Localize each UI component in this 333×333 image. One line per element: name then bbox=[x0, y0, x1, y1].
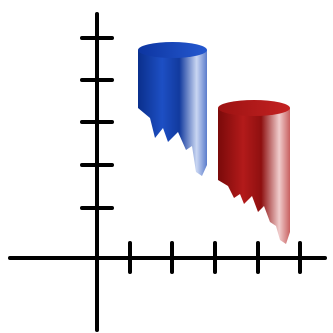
blue-cylinder-body bbox=[138, 50, 207, 176]
red-cylinder bbox=[218, 100, 290, 244]
red-cylinder-body bbox=[218, 108, 290, 244]
axes bbox=[8, 12, 327, 332]
blue-cylinder bbox=[138, 42, 207, 176]
red-cylinder-top bbox=[218, 100, 290, 116]
blue-cylinder-top bbox=[138, 42, 207, 58]
